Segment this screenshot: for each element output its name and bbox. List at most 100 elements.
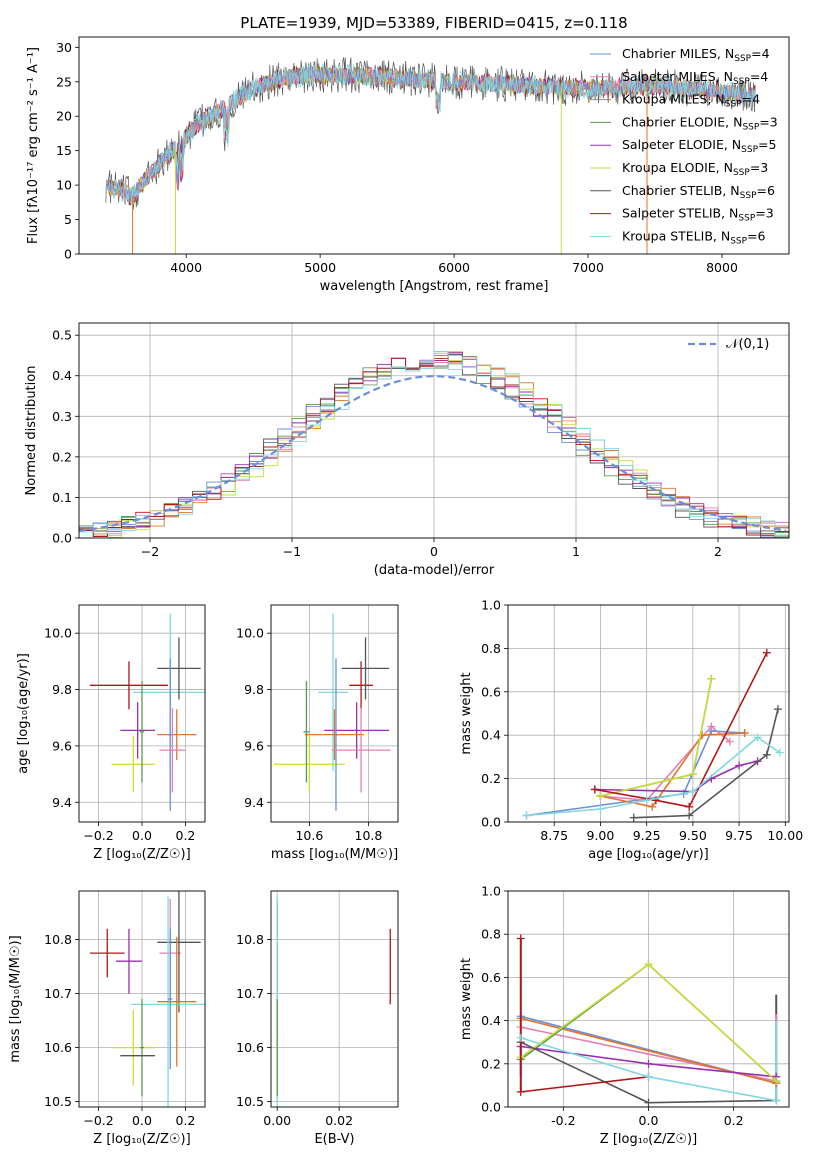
panel-mass_weight_vs_Z: -0.2 0.0 0.2 0.0 0.2 0.4 0.6 0.8 1.0 Z [log₁₀(Z/Z… bbox=[459, 884, 790, 1147]
x-tick-label: −1 bbox=[283, 544, 301, 559]
x-tick-label: 0.0 bbox=[132, 828, 152, 843]
axes-frame bbox=[78, 322, 790, 539]
y-tick-label: 0.4 bbox=[52, 368, 72, 383]
panel-mass_vs_Z: −0.2 0.0 0.2 10.5 10.6 10.7 10.8 Z [log₁₀(Z/Z☉)… bbox=[8, 890, 206, 1147]
y-tick-label: 0 bbox=[64, 247, 72, 262]
plot-area bbox=[522, 648, 784, 822]
y-tick-label: 9.6 bbox=[244, 738, 264, 753]
y-tick-label: 9.8 bbox=[244, 682, 264, 697]
x-tick-label: 7000 bbox=[572, 260, 604, 275]
x-tick-label: 0.0 bbox=[132, 1113, 152, 1128]
x-tick-label: −0.2 bbox=[83, 828, 113, 843]
legend-sub: SSP bbox=[733, 168, 750, 178]
y-tick-label: 10.6 bbox=[44, 1040, 72, 1055]
y-tick-label: 20 bbox=[56, 109, 72, 124]
legend-sub: SSP bbox=[733, 77, 750, 87]
plot-area bbox=[516, 934, 781, 1107]
legend-text: Salpeter ELODIE, N bbox=[622, 137, 741, 152]
legend-value: =3 bbox=[755, 206, 773, 221]
legend-label: Kroupa MILES, NSSP=4 bbox=[622, 92, 760, 110]
plot-area bbox=[89, 891, 205, 1107]
panel-age_vs_Z: −0.2 0.0 0.2 9.4 9.6 9.8 10.0 Z [log₁₀(Z/Z☉)] ag… bbox=[16, 604, 206, 862]
axes-frame bbox=[78, 604, 206, 823]
legend-sub: SSP bbox=[725, 100, 742, 110]
y-tick-label: 10.0 bbox=[44, 626, 72, 641]
legend-label: Kroupa ELODIE, NSSP=3 bbox=[622, 160, 768, 178]
plot-area bbox=[273, 613, 391, 811]
plot-area bbox=[79, 351, 789, 538]
legend-label: Chabrier ELODIE, NSSP=3 bbox=[622, 114, 778, 132]
page-title: PLATE=1939, MJD=53389, FIBERID=0415, z=0… bbox=[240, 14, 627, 32]
legend-label: Chabrier MILES, NSSP=4 bbox=[622, 46, 770, 64]
axes-frame bbox=[78, 890, 206, 1108]
x-tick-label: 0.2 bbox=[176, 828, 196, 843]
legend-value: =3 bbox=[750, 160, 768, 175]
y-tick-label: 0.5 bbox=[52, 328, 72, 343]
y-tick-label: 0.8 bbox=[481, 641, 501, 656]
x-tick-label: 10.00 bbox=[767, 828, 803, 843]
legend-label: Chabrier STELIB, NSSP=6 bbox=[622, 183, 775, 201]
legend-value: =6 bbox=[757, 183, 775, 198]
x-axis-label: (data-model)/error bbox=[374, 563, 495, 578]
legend-text: Kroupa ELODIE, N bbox=[622, 160, 733, 175]
x-axis-label: E(B-V) bbox=[314, 1132, 354, 1147]
y-tick-label: 0.0 bbox=[52, 531, 72, 546]
legend-text: Chabrier MILES, N bbox=[622, 46, 734, 61]
y-tick-label: 0.4 bbox=[481, 1013, 501, 1028]
histogram-chabrier-miles bbox=[79, 351, 789, 538]
panel-residuals: −2 −1 0 1 2 0.0 0.1 0.2 0.3 0.4 0.5 (data-model)/er… bbox=[24, 322, 790, 578]
y-tick-label: 15 bbox=[56, 143, 72, 158]
y-tick-label: 0.0 bbox=[481, 815, 501, 830]
y-tick-label: 10.5 bbox=[236, 1094, 264, 1109]
legend-value: =5 bbox=[758, 137, 776, 152]
legend-sub: SSP bbox=[730, 236, 747, 246]
x-tick-label: 9.00 bbox=[587, 828, 615, 843]
x-tick-label: 1 bbox=[572, 544, 580, 559]
legend-label: Salpeter ELODIE, NSSP=5 bbox=[622, 137, 776, 155]
normal-curve bbox=[79, 375, 787, 532]
y-axis-label: mass [log₁₀(M/M☉)] bbox=[8, 935, 23, 1062]
x-tick-label: 9.25 bbox=[633, 828, 661, 843]
x-tick-label: 9.50 bbox=[679, 828, 707, 843]
legend-label: Kroupa STELIB, NSSP=6 bbox=[622, 228, 766, 246]
y-tick-label: 0.4 bbox=[481, 728, 501, 743]
y-tick-label: 10.0 bbox=[236, 626, 264, 641]
y-tick-label: 25 bbox=[56, 74, 72, 89]
axes-frame bbox=[507, 890, 790, 1108]
y-tick-label: 0.2 bbox=[481, 1056, 501, 1071]
x-tick-label: 0.0 bbox=[639, 1113, 659, 1128]
plot-area bbox=[105, 57, 756, 254]
series-line bbox=[600, 732, 745, 808]
y-tick-label: 1.0 bbox=[481, 598, 501, 613]
legend-label: Salpeter STELIB, NSSP=3 bbox=[622, 206, 774, 224]
x-axis-label: Z [log₁₀(Z/Z☉)] bbox=[600, 1132, 697, 1147]
series-line bbox=[633, 709, 779, 819]
x-tick-label: −2 bbox=[141, 544, 159, 559]
y-tick-label: 0.2 bbox=[481, 771, 501, 786]
x-axis-label: age [log₁₀(age/yr)] bbox=[588, 847, 709, 862]
x-tick-label: 8.75 bbox=[540, 828, 568, 843]
y-tick-label: 10.7 bbox=[236, 986, 264, 1001]
y-tick-label: 0.0 bbox=[481, 1100, 501, 1115]
x-tick-label: 9.75 bbox=[725, 828, 753, 843]
legend-text: Chabrier STELIB, N bbox=[622, 183, 740, 198]
y-axis-label: Normed distribution bbox=[24, 366, 39, 496]
y-axis-label: Flux [fλ10⁻¹⁷ erg cm⁻² s⁻¹ A⁻¹] bbox=[26, 47, 41, 244]
y-tick-label: 10.8 bbox=[236, 932, 264, 947]
legend-text: Salpeter MILES, N bbox=[622, 69, 733, 84]
y-tick-label: 9.4 bbox=[52, 795, 72, 810]
x-tick-label: 0.2 bbox=[176, 1113, 196, 1128]
legend-value: =4 bbox=[742, 92, 760, 107]
x-tick-label: 2 bbox=[714, 544, 722, 559]
legend-sub: SSP bbox=[738, 214, 755, 224]
x-tick-label: 8000 bbox=[706, 260, 738, 275]
x-tick-label: 0.02 bbox=[325, 1113, 353, 1128]
legend-text: Salpeter STELIB, N bbox=[622, 206, 738, 221]
x-tick-label: 5000 bbox=[304, 260, 336, 275]
y-tick-label: 0.6 bbox=[481, 684, 501, 699]
legend-value: =4 bbox=[751, 46, 769, 61]
plots-layer: 4000 5000 6000 7000 8000051015202530waveleng… bbox=[8, 36, 803, 1147]
x-tick-label: 4000 bbox=[170, 260, 202, 275]
x-axis-label: mass [log₁₀(M/M☉)] bbox=[271, 847, 398, 862]
legend-value: =3 bbox=[759, 114, 777, 129]
